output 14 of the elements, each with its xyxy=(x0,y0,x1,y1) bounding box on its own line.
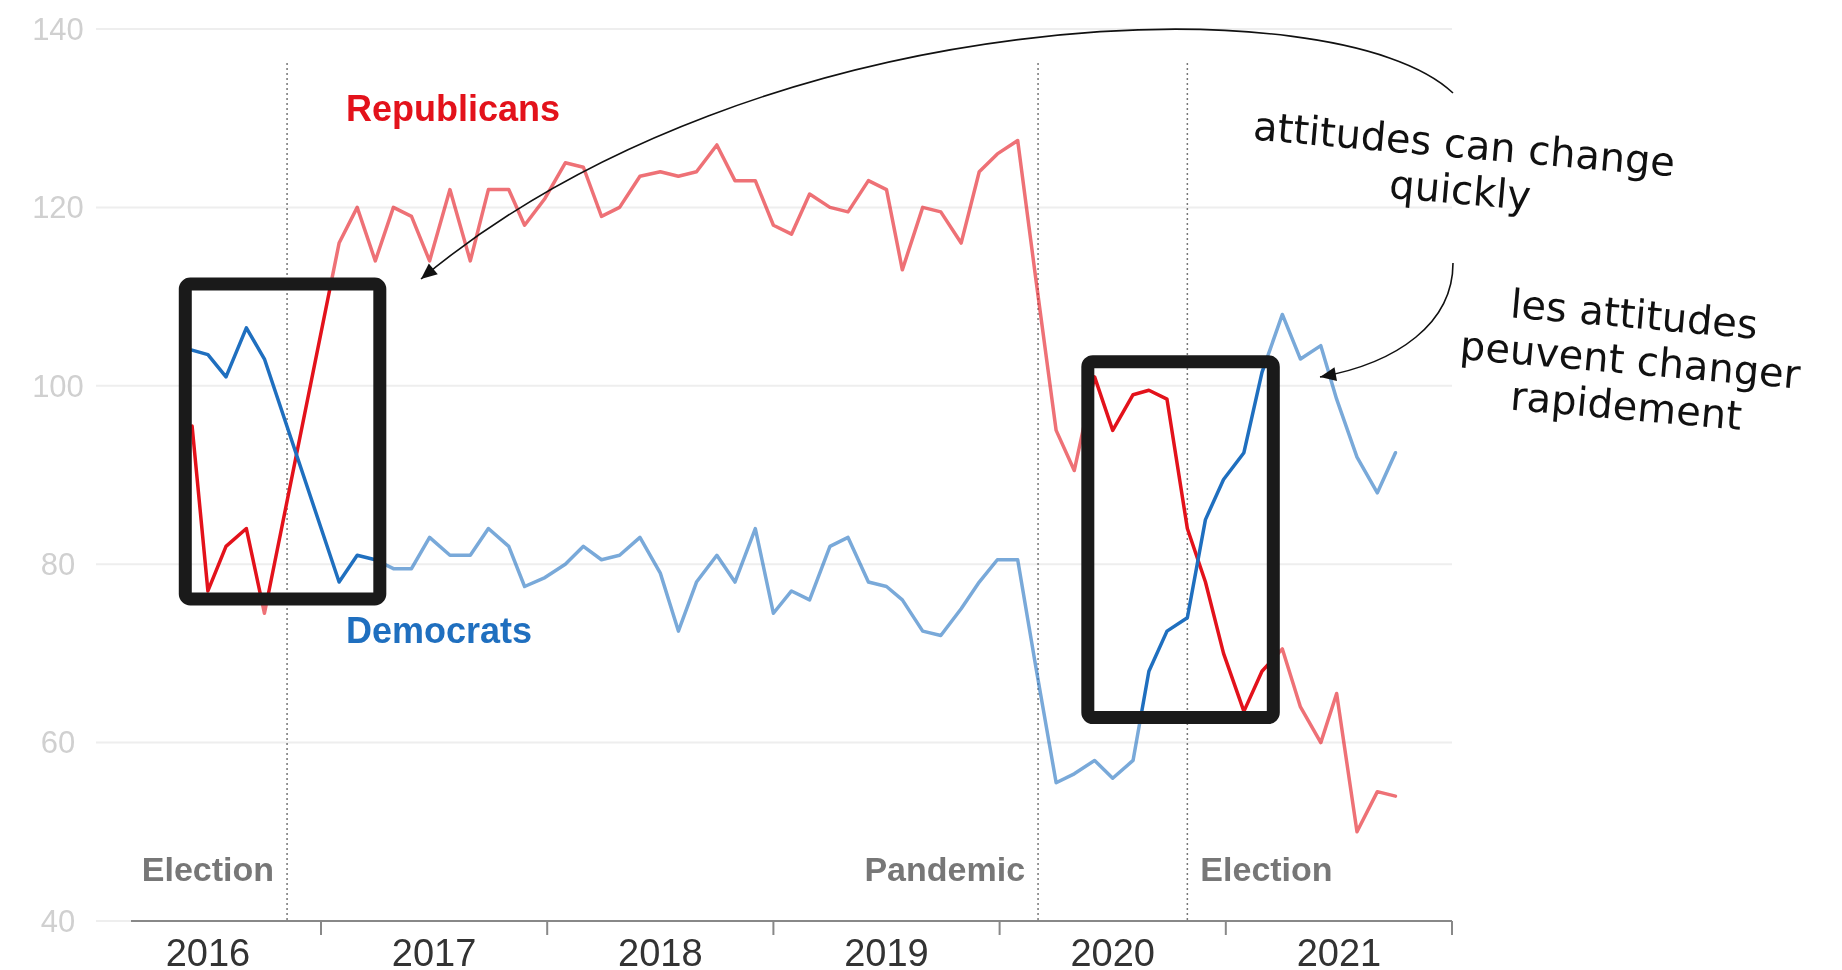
annotation: attitudes can change quickly xyxy=(1251,102,1678,219)
ref-line-label: Pandemic xyxy=(864,850,1026,888)
series-label: Democrats xyxy=(346,609,533,651)
x-tick-label: 2020 xyxy=(1070,932,1155,970)
series-label: Republicans xyxy=(346,87,561,129)
x-tick-label: 2019 xyxy=(844,932,929,970)
x-tick-label: 2021 xyxy=(1296,932,1382,970)
x-tick-label: 2018 xyxy=(618,932,703,970)
ref-line-label: Election xyxy=(1200,850,1333,888)
line-series xyxy=(190,312,1398,785)
x-tick-label: 2017 xyxy=(391,932,477,970)
text: les attitudes peuvent changer rapidement xyxy=(1458,280,1803,439)
ref-line-label: Election xyxy=(141,850,275,888)
x-tick-label: 2016 xyxy=(165,932,251,970)
